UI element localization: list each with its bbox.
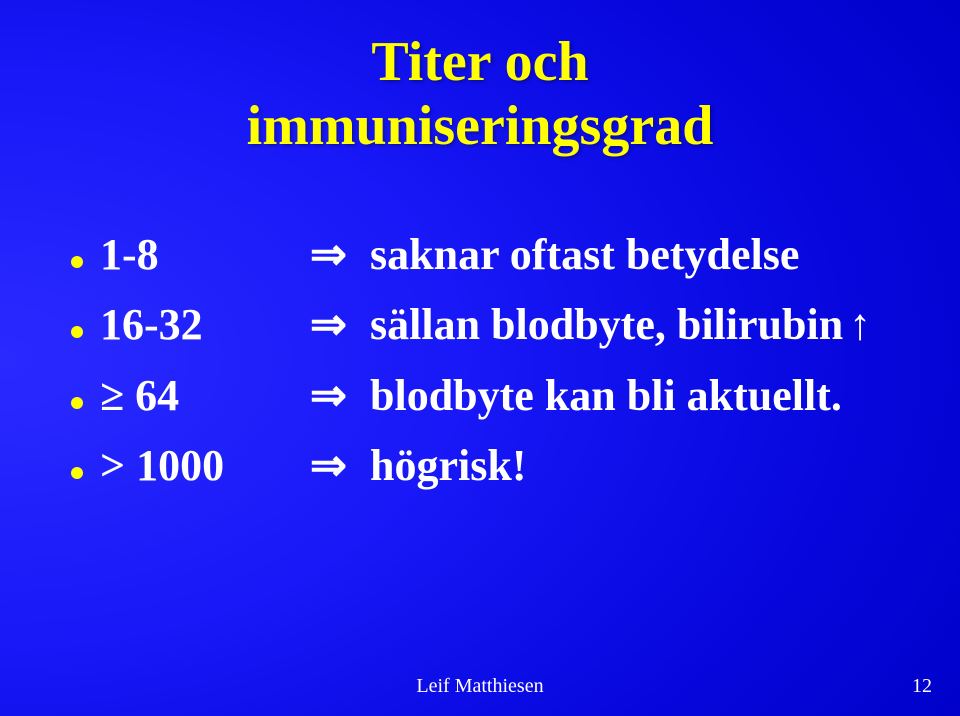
footer-author: Leif Matthiesen — [0, 675, 960, 698]
range-value: > 1000 — [100, 431, 310, 501]
bullet-icon — [70, 466, 100, 482]
arrow-icon: ⇒ — [310, 220, 370, 290]
bullet-icon — [70, 325, 100, 341]
row-description: saknar oftast betydelse — [370, 220, 920, 290]
row-description: högrisk! — [370, 431, 920, 501]
arrow-icon: ⇒ — [310, 290, 370, 360]
bullet-icon — [70, 255, 100, 271]
list-item: 16-32 ⇒ sällan blodbyte, bilirubin↑ — [70, 290, 920, 360]
bullet-icon — [70, 396, 100, 412]
arrow-icon: ⇒ — [310, 431, 370, 501]
list-item: ≥ 64 ⇒ blodbyte kan bli aktuellt. — [70, 361, 920, 431]
desc-text: saknar oftast betydelse — [370, 230, 799, 279]
range-value: ≥ 64 — [100, 361, 310, 431]
list-item: 1-8 ⇒ saknar oftast betydelse — [70, 220, 920, 290]
slide-title: Titer och immuniseringsgrad — [0, 30, 960, 159]
title-line-2: immuniseringsgrad — [0, 94, 960, 158]
range-value: 16-32 — [100, 290, 310, 360]
arrow-icon: ⇒ — [310, 361, 370, 431]
list-item: > 1000 ⇒ högrisk! — [70, 431, 920, 501]
desc-text: sällan blodbyte, bilirubin — [370, 300, 843, 349]
slide: Titer och immuniseringsgrad 1-8 ⇒ saknar… — [0, 0, 960, 716]
range-value: 1-8 — [100, 220, 310, 290]
up-arrow-icon: ↑ — [849, 290, 871, 360]
page-number: 12 — [912, 675, 932, 698]
title-line-1: Titer och — [0, 30, 960, 94]
row-description: sällan blodbyte, bilirubin↑ — [370, 290, 920, 360]
desc-text: högrisk! — [370, 441, 526, 490]
bullet-list: 1-8 ⇒ saknar oftast betydelse 16-32 ⇒ sä… — [70, 220, 920, 502]
desc-text: blodbyte kan bli aktuellt. — [370, 371, 842, 420]
row-description: blodbyte kan bli aktuellt. — [370, 361, 920, 431]
